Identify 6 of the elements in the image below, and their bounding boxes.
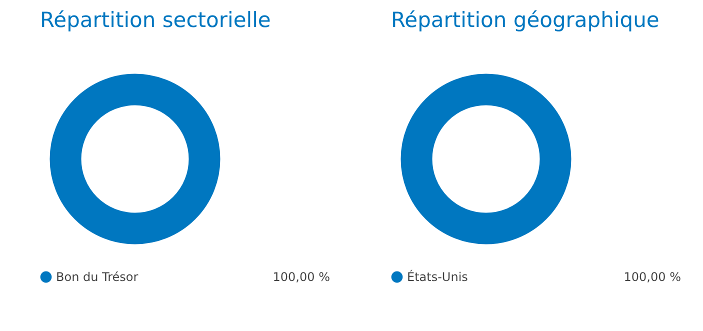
- data-label: 100,00 %: [624, 270, 681, 284]
- data-label: 100,00 %: [272, 270, 330, 284]
- legend-label: États-Unis: [407, 269, 468, 284]
- chart-title: Répartition sectorielle: [40, 8, 271, 32]
- chart-title: Répartition géographique: [391, 8, 660, 32]
- legend-label: Bon du Trésor: [56, 270, 138, 284]
